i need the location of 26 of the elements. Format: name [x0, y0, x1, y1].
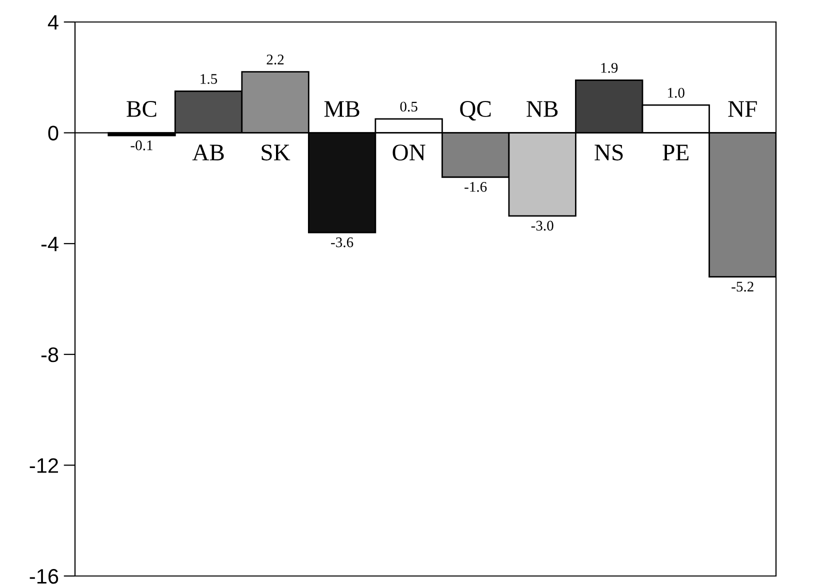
- data-label: -3.0: [531, 220, 554, 231]
- x-tick-label: MB: [324, 101, 360, 117]
- y-tick-label: -8: [41, 347, 58, 362]
- x-tick-label: NF: [728, 101, 757, 117]
- data-label: -3.6: [331, 237, 354, 248]
- data-label: 2.2: [266, 54, 284, 65]
- x-tick-label: NB: [526, 101, 558, 117]
- y-tick-label: 4: [48, 15, 58, 30]
- x-tick-label: SK: [262, 144, 290, 160]
- data-label: -1.6: [464, 182, 487, 192]
- data-label: -5.2: [732, 282, 754, 292]
- x-tick-label: AB: [192, 144, 224, 160]
- x-tick-label: BC: [126, 101, 156, 117]
- x-tick-label: PE: [662, 144, 688, 160]
- y-tick-label: 0: [48, 126, 58, 141]
- data-label: 0.5: [400, 102, 418, 112]
- data-label: 1.9: [601, 62, 618, 73]
- x-tick-label: ON: [392, 144, 426, 160]
- data-label: 1.5: [200, 74, 218, 84]
- y-tick-label: -12: [30, 458, 58, 473]
- data-label: -0.1: [130, 140, 152, 150]
- x-tick-label: QC: [460, 101, 491, 121]
- data-label: 1.0: [668, 88, 684, 98]
- x-tick-label: NS: [594, 144, 623, 160]
- y-tick-label: -16: [30, 569, 58, 584]
- y-tick-label: -4: [41, 236, 58, 252]
